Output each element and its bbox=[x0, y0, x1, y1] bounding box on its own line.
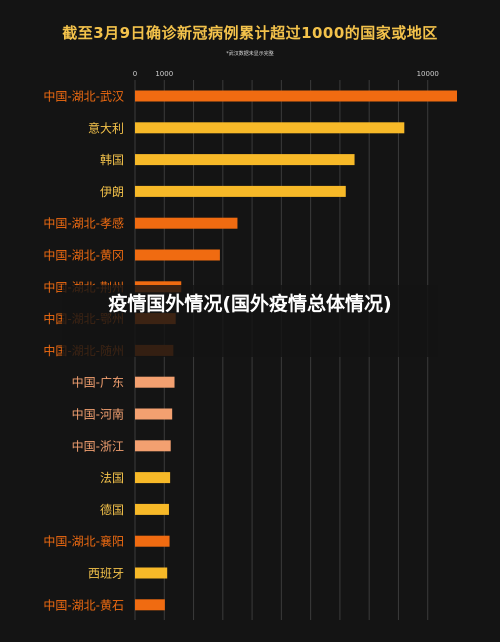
bar bbox=[135, 472, 171, 484]
chart-subtitle: *武汉数据未显示完整 bbox=[226, 51, 274, 57]
bar bbox=[135, 217, 238, 229]
category-label: 中国-湖北-黄冈 bbox=[43, 248, 124, 263]
category-label: 中国-湖北-黄石 bbox=[43, 597, 124, 612]
category-label: 德国 bbox=[100, 502, 124, 517]
x-tick-label: 1000 bbox=[155, 70, 173, 78]
bar bbox=[135, 122, 405, 134]
category-label: 法国 bbox=[100, 471, 124, 485]
bar bbox=[135, 249, 220, 261]
category-label: 中国-广东 bbox=[72, 375, 124, 390]
category-label: 中国-湖北-襄阳 bbox=[43, 534, 124, 549]
bar bbox=[135, 185, 346, 197]
bar bbox=[135, 599, 165, 611]
bar bbox=[135, 154, 355, 166]
category-label: 中国-河南 bbox=[72, 407, 124, 422]
category-label: 西班牙 bbox=[88, 567, 124, 581]
chart-title: 截至3月9日确诊新冠病例累计超过1000的国家或地区 bbox=[62, 24, 438, 42]
x-tick-label: 10000 bbox=[417, 70, 439, 78]
category-label: 中国-浙江 bbox=[72, 438, 124, 453]
x-tick-label: 0 bbox=[133, 70, 137, 78]
category-label: 中国-湖北-孝感 bbox=[43, 216, 124, 231]
category-label: 伊朗 bbox=[100, 185, 124, 199]
overlay-title: 疫情国外情况(国外疫情总体情况) bbox=[108, 293, 392, 315]
category-label: 意大利 bbox=[88, 120, 124, 135]
category-label: 韩国 bbox=[100, 152, 124, 167]
category-label: 中国-湖北-武汉 bbox=[43, 89, 124, 104]
bar bbox=[135, 376, 175, 388]
bar bbox=[135, 90, 457, 102]
bar bbox=[135, 535, 170, 547]
overlay-banner bbox=[62, 285, 438, 357]
bar bbox=[135, 503, 169, 515]
bar bbox=[135, 408, 173, 420]
bar bbox=[135, 440, 171, 452]
bar bbox=[135, 567, 168, 579]
